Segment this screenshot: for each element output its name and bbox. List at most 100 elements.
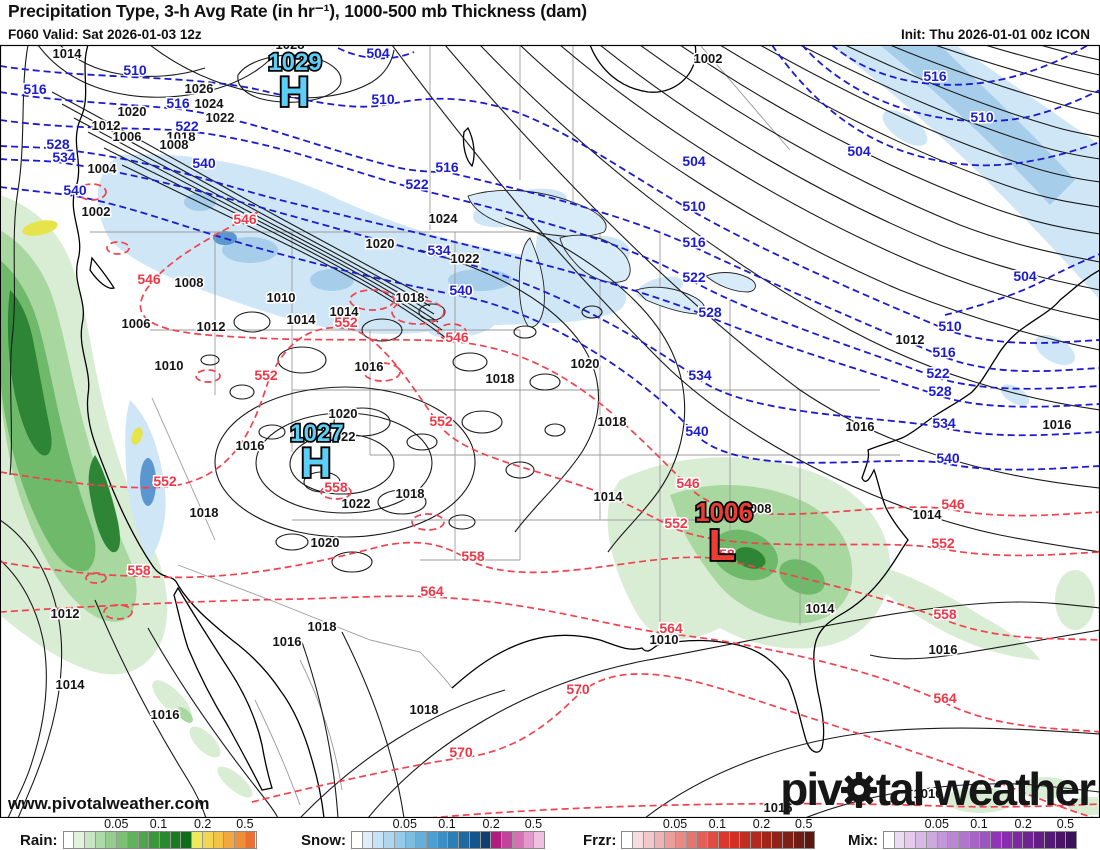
thickness-contour-label: 522: [405, 176, 429, 192]
pressure-contour-label: 1016: [764, 800, 793, 815]
legend-color-cell: [633, 832, 644, 848]
pressure-contour-label: 1010: [155, 358, 184, 373]
thickness-contour-label: 546: [676, 475, 700, 491]
legend-color-cell: [937, 832, 949, 848]
legend-color-cell: [192, 832, 203, 848]
legend-color-cell: [761, 832, 773, 848]
pressure-contour-label: 1012: [197, 319, 226, 334]
legend-tick-label: 0.5: [236, 817, 254, 831]
page-title: Precipitation Type, 3-h Avg Rate (in hr⁻…: [8, 1, 587, 21]
init-time-label: Init: Thu 2026-01-01 00z ICON: [900, 27, 1090, 42]
valid-time-label: F060 Valid: Sat 2026-01-03 12z: [8, 27, 202, 42]
legend-color-cell: [106, 832, 118, 848]
legend-color-cell: [235, 832, 246, 848]
legend-tick-label: 0.1: [149, 817, 168, 831]
pressure-contour-label: 1010: [267, 290, 296, 305]
thickness-contour-label: 570: [566, 681, 590, 697]
legend-color-cell: [675, 832, 687, 848]
pressure-contour-label: 1016: [1043, 417, 1072, 432]
legend-tick-label: 0.1: [708, 817, 727, 831]
pressure-center-value: 1027: [290, 420, 343, 447]
brand-watermark: piv tal weather: [780, 763, 1096, 815]
brand-text-right: tal weather: [875, 763, 1096, 815]
pressure-contour-label: 1026: [185, 81, 214, 96]
thickness-contour-label: 504: [366, 45, 390, 61]
thickness-contour-label: 534: [688, 367, 712, 383]
legend-tick-label: 0.2: [752, 817, 771, 831]
legend-color-cell: [1055, 832, 1067, 848]
thickness-contour-label: 516: [923, 68, 947, 84]
legend-color-cell: [74, 832, 85, 848]
thickness-contour-label: 564: [420, 583, 444, 599]
pressure-center-value: 1006: [695, 497, 753, 527]
thickness-contour-label: 516: [932, 344, 956, 360]
legend-color-cell: [1066, 832, 1076, 848]
thickness-contour-label: 546: [233, 211, 257, 227]
pressure-contour-label: 1024: [195, 96, 225, 111]
thickness-contour-label: 516: [23, 81, 47, 97]
thickness-contour-label: 540: [685, 423, 709, 439]
thickness-contour-label: 528: [698, 304, 722, 320]
pressure-contour-label: 1010: [914, 786, 943, 801]
legend-color-cell: [948, 832, 960, 848]
thickness-contour-label: 534: [932, 415, 956, 431]
legend-color-cell: [718, 832, 730, 848]
isobar-contours: [1, 46, 1099, 817]
pressure-contour-label: 1020: [366, 236, 395, 251]
pressure-contour-label: 1006: [122, 316, 151, 331]
pressure-contour-label: 1018: [308, 619, 337, 634]
legend-color-cell: [159, 832, 171, 848]
legend-color-cell: [138, 832, 150, 848]
legend-color-cell: [224, 832, 235, 848]
legend-color-cell: [750, 832, 762, 848]
gear-icon: [840, 769, 877, 815]
pressure-contour-label: 1016: [846, 419, 875, 434]
legend-colorbar: [62, 831, 257, 849]
thickness-contour-label: 510: [938, 318, 962, 334]
legend-color-cell: [181, 832, 193, 848]
pressure-contour-label: 1008: [175, 275, 204, 290]
legend-color-cell: [480, 832, 492, 848]
high-center-marker: H: [301, 439, 331, 486]
legend-tick-label: 0.05: [662, 817, 688, 831]
thickness-contour-label: 558: [933, 606, 957, 622]
legend-color-cell: [63, 832, 75, 848]
thickness-contour-label: 540: [192, 155, 216, 171]
legend-color-cell: [740, 832, 751, 848]
thickness-contour-label: 552: [153, 473, 177, 489]
thickness-contour-label: 534: [52, 149, 76, 165]
thickness-contour-label: 522: [175, 118, 199, 134]
pressure-contour-label: 1014: [56, 677, 86, 692]
thickness-contour-label: 564: [933, 690, 957, 706]
thickness-contour-label: 570: [449, 744, 473, 760]
legend-color-cell: [729, 832, 741, 848]
legend-color-cell: [772, 832, 784, 848]
legend-color-cell: [202, 832, 214, 848]
legend-group-mix: Mix: 0.05 0.1 0.2 0.5: [848, 817, 1077, 850]
thickness-contour-label: 504: [682, 153, 706, 169]
precip-type-label: Rain:: [20, 832, 58, 849]
thickness-contour-label: 510: [970, 109, 994, 125]
legend-colorbar: [351, 831, 545, 849]
legend-color-cell: [1001, 832, 1013, 848]
precip-type-label: Frzr:: [583, 832, 617, 849]
precip-type-label: Mix:: [848, 832, 878, 849]
thickness-contour-label: 528: [928, 383, 952, 399]
legend-color-cell: [991, 832, 1002, 848]
legend-color-cell: [1012, 832, 1024, 848]
legend-group-rain: Rain: 0.05 0.1 0.2 0.5: [20, 817, 257, 850]
thickness-contour-label: 510: [371, 91, 395, 107]
pressure-contour-label: 1006: [113, 129, 142, 144]
legend-color-cell: [665, 832, 676, 848]
legend-color-cell: [117, 832, 128, 848]
legend-color-cell: [534, 832, 544, 848]
thickness-contour-label: 510: [682, 198, 706, 214]
legend-color-cell: [127, 832, 139, 848]
legend-color-cell: [622, 832, 634, 848]
precip-type-label: Snow:: [301, 832, 346, 849]
thickness-contour-label: 516: [166, 95, 190, 111]
thickness-contour-label: 534: [427, 242, 451, 258]
pressure-contour-label: 1008: [743, 501, 772, 516]
legend-tick-label: 0.2: [482, 817, 500, 831]
